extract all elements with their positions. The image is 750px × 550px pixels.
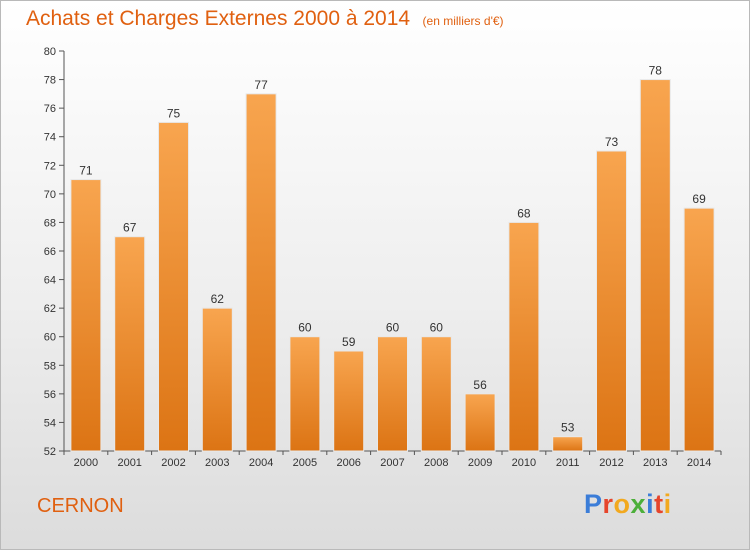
- data-label: 56: [473, 378, 487, 392]
- x-tick-label: 2000: [74, 457, 98, 469]
- x-tick-label: 2001: [117, 457, 141, 469]
- y-tick-label: 62: [44, 303, 56, 315]
- y-tick-label: 78: [44, 75, 56, 87]
- data-label: 53: [561, 421, 575, 435]
- x-tick-label: 2008: [424, 457, 448, 469]
- bar: [377, 336, 408, 452]
- bar: [201, 307, 233, 452]
- logo-letter: i: [663, 489, 672, 519]
- data-label: 73: [605, 135, 619, 149]
- y-tick-label: 80: [44, 46, 56, 58]
- logo-letter: x: [630, 489, 647, 519]
- bar: [289, 336, 321, 452]
- bar: [683, 207, 715, 452]
- data-label: 68: [517, 206, 531, 220]
- x-tick-label: 2012: [599, 457, 623, 469]
- chart-title: Achats et Charges Externes 2000 à 2014: [26, 7, 411, 30]
- x-tick-label: 2013: [643, 457, 667, 469]
- bar: [508, 221, 540, 452]
- bar: [70, 179, 102, 452]
- bar: [158, 121, 189, 452]
- y-tick-label: 60: [44, 332, 56, 344]
- logo-letter: P: [584, 489, 603, 519]
- x-tick-label: 2009: [468, 457, 492, 469]
- data-label: 69: [692, 192, 706, 206]
- data-label: 60: [386, 321, 400, 335]
- x-tick-label: 2011: [556, 457, 580, 469]
- y-tick-label: 68: [44, 217, 56, 229]
- data-label: 67: [123, 221, 137, 235]
- x-tick-label: 2004: [249, 457, 273, 469]
- x-tick-label: 2006: [336, 457, 360, 469]
- logo-letter: o: [613, 489, 631, 519]
- x-tick-label: 2002: [161, 457, 185, 469]
- bar: [639, 79, 671, 452]
- data-label: 75: [167, 106, 181, 120]
- data-label: 78: [649, 64, 663, 78]
- x-tick-label: 2005: [293, 457, 317, 469]
- data-label: 77: [254, 78, 268, 92]
- logo-letter: t: [654, 489, 664, 519]
- bar: [333, 350, 365, 452]
- bar: [114, 236, 146, 452]
- data-label: 60: [298, 321, 312, 335]
- y-tick-label: 76: [44, 103, 56, 115]
- y-tick-label: 74: [44, 132, 56, 144]
- y-tick-label: 56: [44, 389, 56, 401]
- logo-letter: r: [602, 489, 614, 519]
- data-label: 60: [430, 321, 444, 335]
- data-label: 71: [79, 164, 93, 178]
- y-tick-label: 54: [44, 417, 56, 429]
- data-label: 59: [342, 335, 356, 349]
- bar: [552, 436, 584, 452]
- value-labels: 71 67 75 62 77 60 59 60 60 56 68 53 73 78 69: [79, 64, 706, 435]
- bar: [420, 336, 452, 452]
- y-tick-label: 70: [44, 189, 56, 201]
- x-tick-label: 2014: [687, 457, 711, 469]
- chart-subtitle: (en milliers d'€): [422, 14, 504, 28]
- x-tick-label: 2003: [205, 457, 229, 469]
- y-tick-label: 72: [44, 160, 56, 172]
- bars: [70, 79, 715, 452]
- y-tick-label: 52: [44, 446, 56, 458]
- data-label: 62: [211, 292, 225, 306]
- x-tick-label: 2010: [512, 457, 536, 469]
- bar: [245, 93, 277, 452]
- proxiti-logo: Proxiti: [584, 489, 672, 520]
- x-tick-label: 2007: [380, 457, 404, 469]
- bar: [596, 150, 627, 452]
- y-tick-label: 64: [44, 275, 56, 287]
- chart-title-block: Achats et Charges Externes 2000 à 2014 (…: [26, 7, 504, 31]
- logo-letter: i: [646, 489, 655, 519]
- town-name: CERNON: [37, 495, 124, 517]
- bar: [464, 393, 496, 452]
- y-tick-label: 66: [44, 246, 56, 258]
- y-tick-label: 58: [44, 360, 56, 372]
